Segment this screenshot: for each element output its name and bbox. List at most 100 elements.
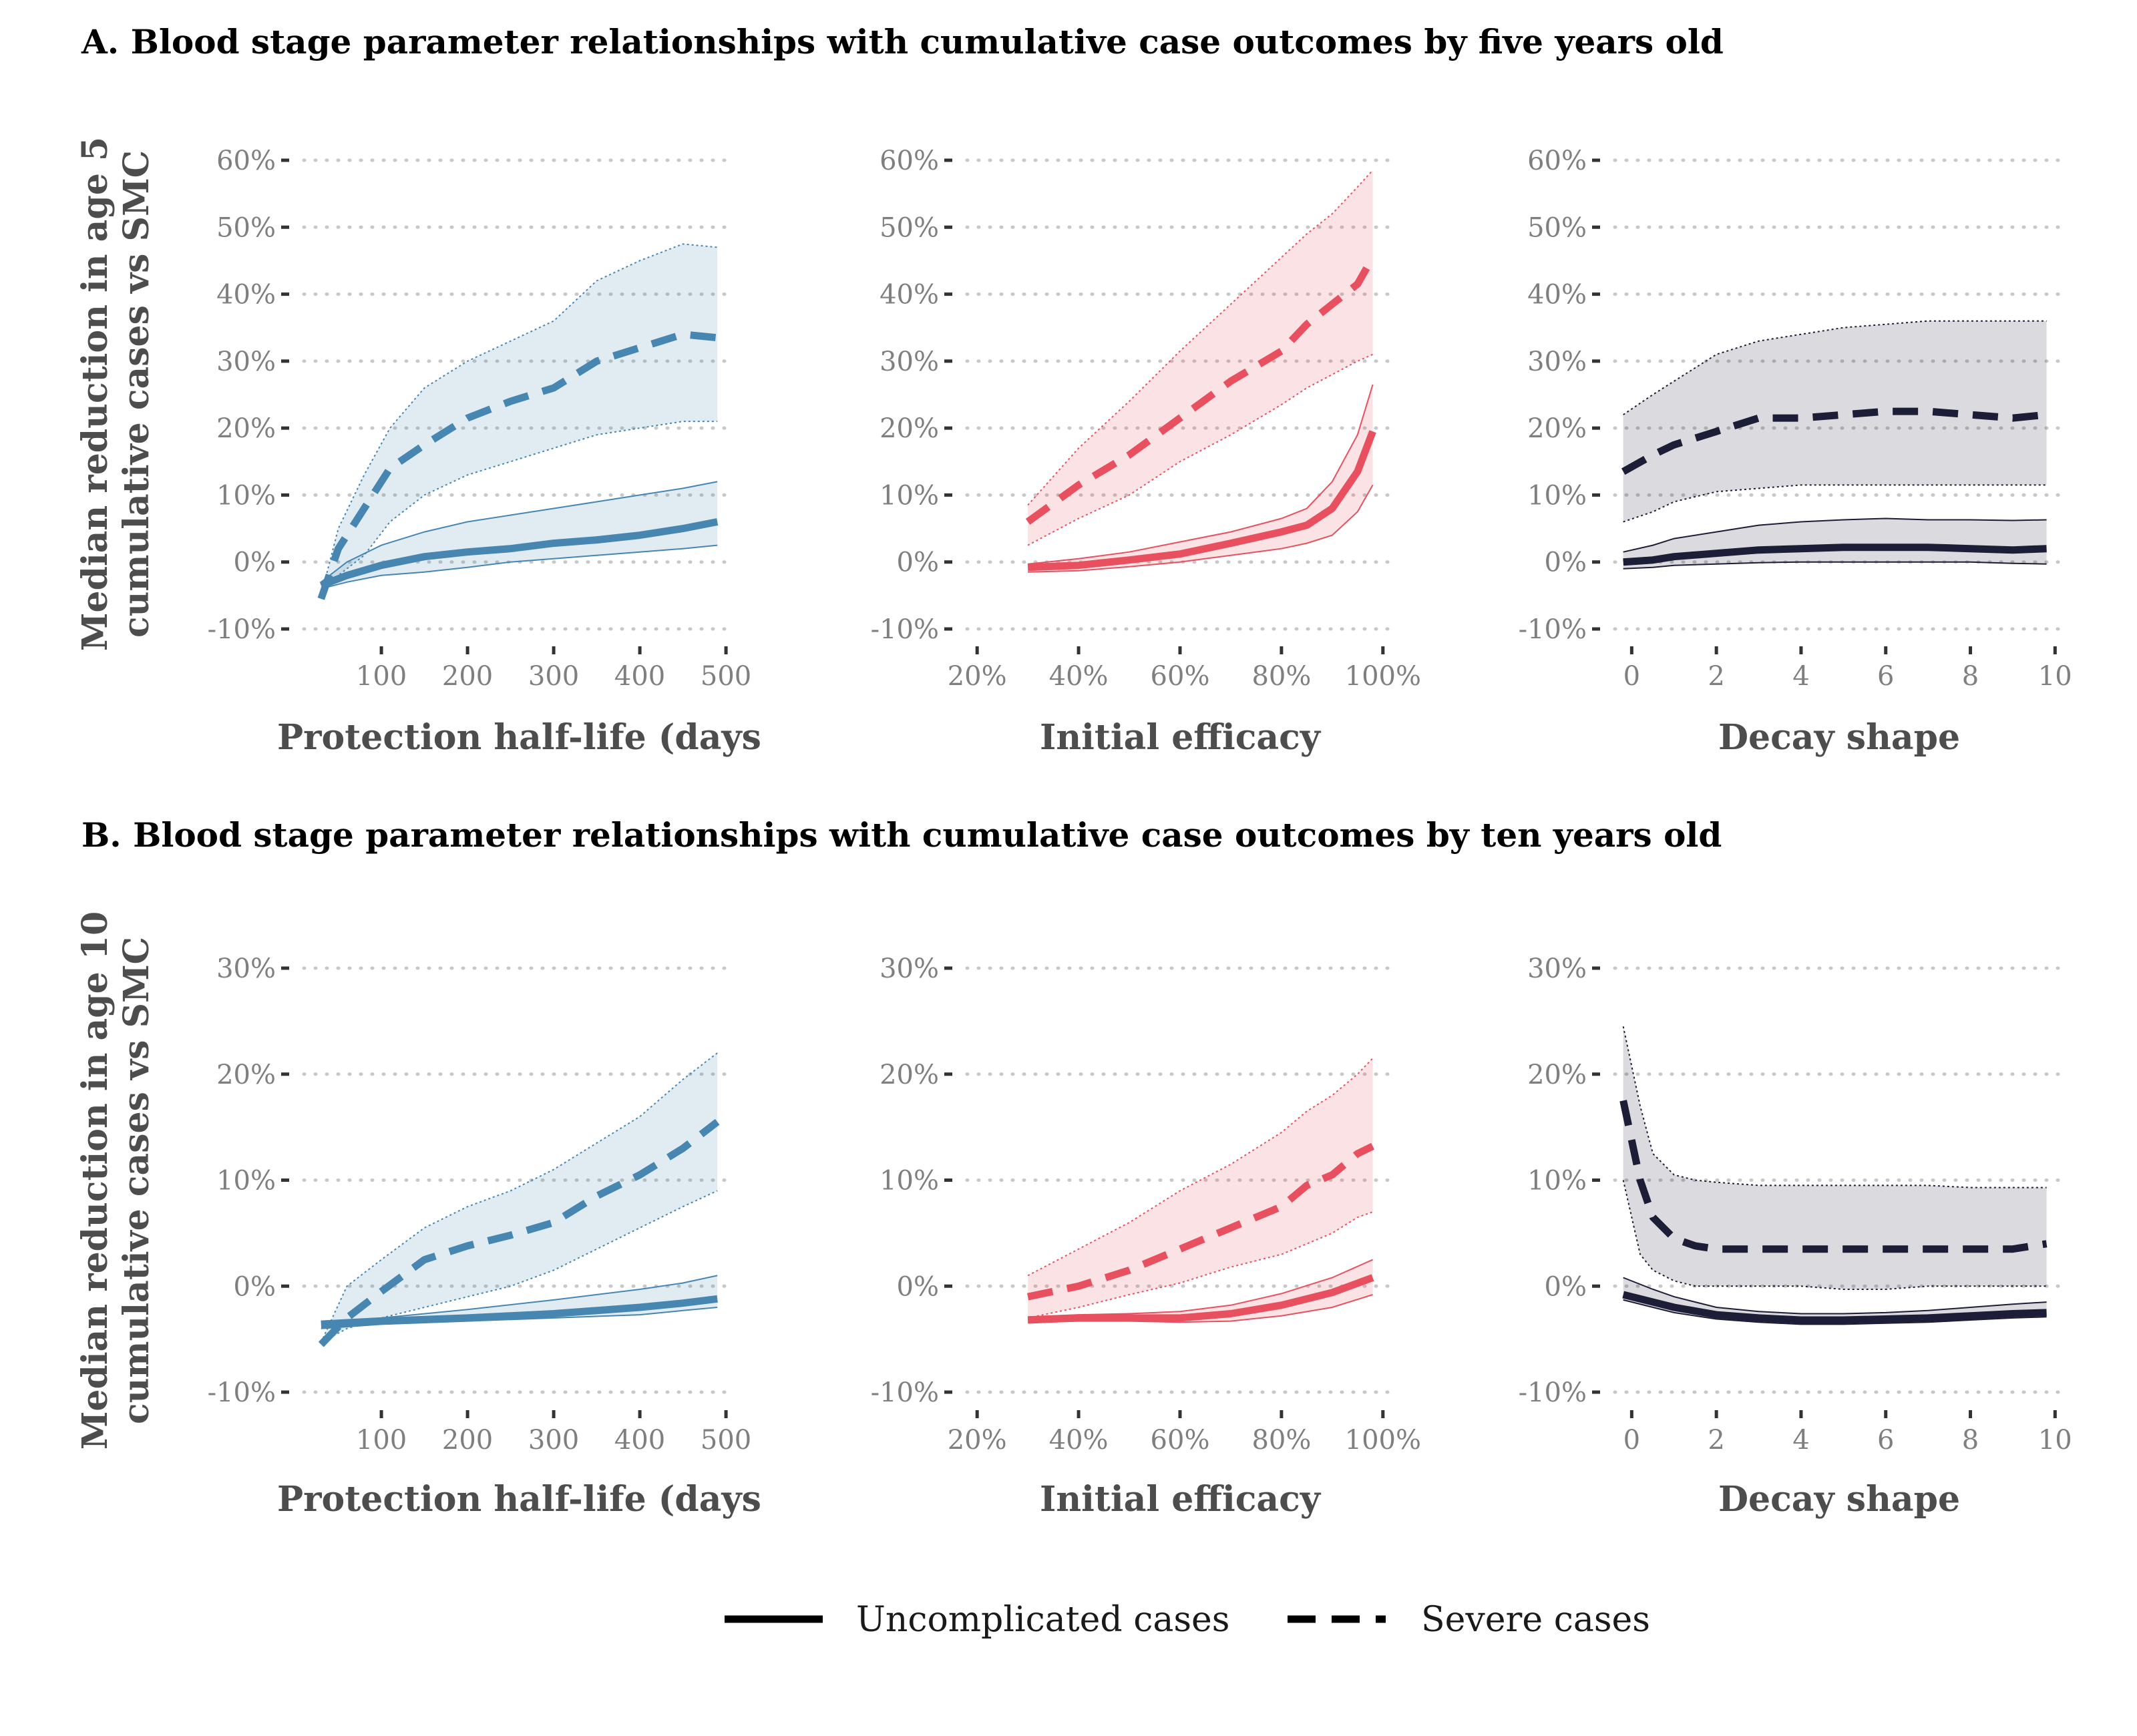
- x-tick-label: 8: [1962, 1425, 1979, 1456]
- row-a-title: A. Blood stage parameter relationships w…: [81, 22, 1724, 61]
- y-tick-label: 20%: [880, 1060, 939, 1090]
- x-tick-label: 200: [442, 1425, 493, 1456]
- x-tick-label: 0: [1623, 661, 1640, 692]
- y-tick-label: 20%: [1527, 1060, 1587, 1090]
- y-tick-label: 0%: [1545, 548, 1587, 578]
- y-tick-label: 0%: [1545, 1271, 1587, 1302]
- severe-ribbon: [1028, 170, 1373, 546]
- x-tick-label: 200: [442, 661, 493, 692]
- row-b-ylabel-line2: cumulative cases vs SMC: [116, 937, 157, 1424]
- y-tick-label: 10%: [1527, 480, 1587, 511]
- y-tick-label: 30%: [880, 953, 939, 984]
- uncomplicated-ribbon-upper: [1623, 517, 2047, 553]
- chart-panels: -10%0%10%20%30%40%50%60%100 200 300 400 500P…: [208, 146, 2072, 1520]
- x-axis-title: Decay shape: [1718, 1479, 1960, 1520]
- severe-median-line: [1026, 1142, 1375, 1301]
- x-tick-label: 80%: [1251, 1425, 1311, 1456]
- x-tick-label: 500: [701, 1425, 751, 1456]
- panel-4: -10% 0% 10% 20% 30% 20% 40% 60% 80% 100% Initial e…: [871, 953, 1421, 1520]
- row-b-ylabel-line1: Median reduction in age 10: [75, 911, 116, 1450]
- x-tick-label: 0: [1623, 1425, 1640, 1456]
- severe-median-line: [317, 331, 718, 600]
- x-tick-label: 400: [614, 1425, 665, 1456]
- x-tick-label: 500: [701, 661, 751, 692]
- y-tick-label: 10%: [216, 1166, 276, 1197]
- x-tick-label: 60%: [1151, 661, 1210, 692]
- y-tick-label: 30%: [1527, 347, 1587, 377]
- row-a-ylabel-line1: Median reduction in age 5: [75, 137, 116, 651]
- y-tick-label: 10%: [880, 1166, 939, 1197]
- y-tick-label: -10%: [1519, 614, 1587, 645]
- y-tick-label: 20%: [880, 413, 939, 444]
- y-tick-label: 50%: [1527, 212, 1587, 243]
- x-axis-title: Protection half-life (days: [277, 717, 761, 758]
- x-tick-label: 100: [356, 661, 407, 692]
- panel-0: -10% 0% 10% 20% 30% 40% 50% 60% 100 200 300 400 500 P…: [208, 146, 761, 758]
- y-tick-label: -10%: [1519, 1377, 1587, 1408]
- severe-ribbon-upper: [1027, 1058, 1374, 1277]
- y-tick-label: 20%: [216, 1060, 276, 1090]
- legend: Uncomplicated cases Severe cases: [725, 1600, 1650, 1640]
- severe-ribbon-lower: [1027, 1211, 1373, 1319]
- y-tick-label: -10%: [208, 614, 276, 645]
- y-tick-label: 40%: [880, 280, 939, 310]
- x-axis-title: Initial efficacy: [1040, 1479, 1322, 1520]
- x-tick-label: 40%: [1049, 1425, 1109, 1456]
- x-tick-label: 20%: [948, 661, 1007, 692]
- uncomplicated-median-line: [319, 518, 719, 589]
- uncomplicated-ribbon-upper: [1623, 1277, 2047, 1315]
- y-tick-label: 60%: [1527, 146, 1587, 176]
- y-tick-label: 0%: [234, 548, 276, 578]
- y-tick-label: -10%: [208, 1377, 276, 1408]
- uncomplicated-ribbon-lower: [1028, 484, 1374, 573]
- uncomplicated-median-line: [1027, 430, 1376, 572]
- x-tick-label: 100%: [1345, 1425, 1421, 1456]
- x-tick-label: 2: [1708, 661, 1724, 692]
- x-tick-label: 20%: [948, 1425, 1007, 1456]
- severe-median-line: [318, 1118, 720, 1347]
- legend-severe-label: Severe cases: [1421, 1600, 1650, 1640]
- severe-ribbon-lower: [321, 421, 718, 596]
- severe-ribbon-upper: [1623, 320, 2047, 415]
- severe-ribbon: [321, 244, 718, 596]
- legend-uncomplicated-label: Uncomplicated cases: [856, 1600, 1229, 1640]
- y-tick-label: 30%: [216, 347, 276, 377]
- x-tick-label: 2: [1708, 1425, 1724, 1456]
- y-tick-label: 10%: [880, 480, 939, 511]
- severe-median-line: [1025, 255, 1376, 525]
- panel-3: -10% 0% 10% 20% 30% 100 200 300 400 500 Protection…: [208, 953, 761, 1520]
- uncomplicated-ribbon-lower: [1623, 1299, 2047, 1325]
- severe-ribbon-lower: [1027, 353, 1374, 546]
- uncomplicated-ribbon-lower: [1623, 561, 2047, 570]
- x-tick-label: 400: [614, 661, 665, 692]
- y-tick-label: 0%: [897, 1271, 939, 1302]
- y-tick-label: -10%: [871, 1377, 939, 1408]
- x-tick-label: 10: [2038, 1425, 2072, 1456]
- severe-ribbon: [1623, 320, 2047, 522]
- y-tick-label: 30%: [216, 953, 276, 984]
- row-b-title: B. Blood stage parameter relationships w…: [81, 815, 1722, 855]
- panel-1: -10% 0% 10% 20% 30% 40% 50% 60% 20% 40% 60% 80% 100%…: [871, 146, 1421, 758]
- x-tick-label: 300: [528, 661, 579, 692]
- panel-5: -10% 0% 10% 20% 30% 0 2 4 6 8 10 Decay shape: [1519, 953, 2072, 1520]
- y-tick-label: 20%: [216, 413, 276, 444]
- y-tick-label: 10%: [216, 480, 276, 511]
- x-axis-title: Initial efficacy: [1040, 717, 1322, 758]
- uncomplicated-median-line: [321, 1295, 718, 1328]
- x-tick-label: 8: [1962, 661, 1979, 692]
- y-tick-label: 50%: [880, 212, 939, 243]
- x-tick-label: 60%: [1151, 1425, 1210, 1456]
- severe-ribbon: [1623, 1026, 2047, 1289]
- y-tick-label: 0%: [234, 1271, 276, 1302]
- x-tick-label: 100: [356, 1425, 407, 1456]
- uncomplicated-median-line: [1027, 1274, 1374, 1324]
- severe-ribbon: [1028, 1058, 1373, 1318]
- y-tick-label: 30%: [880, 347, 939, 377]
- x-tick-label: 300: [528, 1425, 579, 1456]
- uncomplicated-median-line: [1622, 1291, 2047, 1324]
- row-a-ylabel-line2: cumulative cases vs SMC: [116, 150, 157, 638]
- y-tick-label: 30%: [1527, 953, 1587, 984]
- x-tick-label: 6: [1877, 1425, 1894, 1456]
- x-tick-label: 40%: [1049, 661, 1109, 692]
